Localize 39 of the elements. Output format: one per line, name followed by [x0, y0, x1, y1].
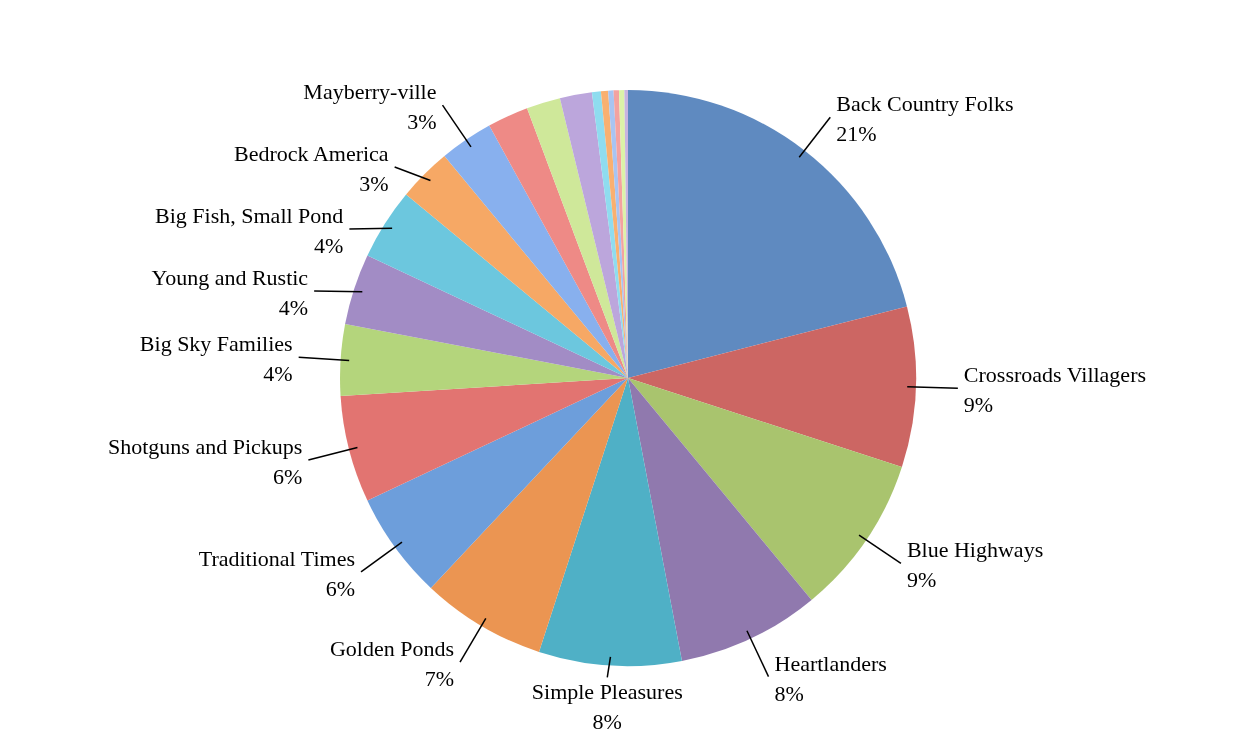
data-label: 21%	[836, 121, 877, 147]
slice-label: Blue Highways	[906, 537, 1044, 563]
data-label: 8%	[592, 709, 622, 735]
data-label: 3%	[407, 109, 437, 135]
pie-slice	[628, 378, 902, 600]
pie-slice	[367, 378, 628, 588]
data-label: 9%	[906, 567, 937, 593]
data-label: 8%	[774, 680, 804, 706]
slice-label: Traditional Times	[198, 545, 356, 571]
slice-label: Big Fish, Small Pond	[155, 203, 344, 229]
slice-label: Big Sky Families	[139, 331, 293, 357]
pie-slice	[628, 306, 916, 467]
pie-slice	[489, 108, 628, 378]
slice-label: Mayberry-ville	[303, 79, 437, 105]
data-label: 3%	[359, 171, 389, 197]
slice-label: Back Country Folks	[836, 91, 1014, 117]
pie-slice	[340, 378, 628, 501]
data-label: 6%	[273, 464, 303, 490]
pie-slice	[406, 156, 628, 378]
data-label: 7%	[424, 666, 455, 692]
pie-slice	[340, 324, 628, 397]
pie-slice	[345, 255, 628, 378]
data-label: 6%	[325, 575, 356, 601]
slice-label: Heartlanders	[774, 650, 887, 676]
slice-label: Golden Ponds	[329, 636, 455, 662]
pie-slice	[539, 378, 682, 666]
data-label: 9%	[963, 392, 994, 418]
data-label: 4%	[278, 295, 309, 321]
pie-slice	[444, 125, 628, 378]
slice-label: Simple Pleasures	[531, 679, 683, 705]
pie-slice	[367, 194, 628, 378]
data-label: 4%	[263, 361, 293, 387]
pie-slice	[527, 98, 628, 378]
slice-label: Young and Rustic	[151, 265, 309, 291]
slice-label: Bedrock America	[234, 141, 389, 167]
pie-slice	[559, 92, 628, 378]
slice-label: Crossroads Villagers	[963, 362, 1147, 388]
slice-label: Shotguns and Pickups	[108, 434, 303, 460]
data-label: 4%	[314, 233, 344, 259]
